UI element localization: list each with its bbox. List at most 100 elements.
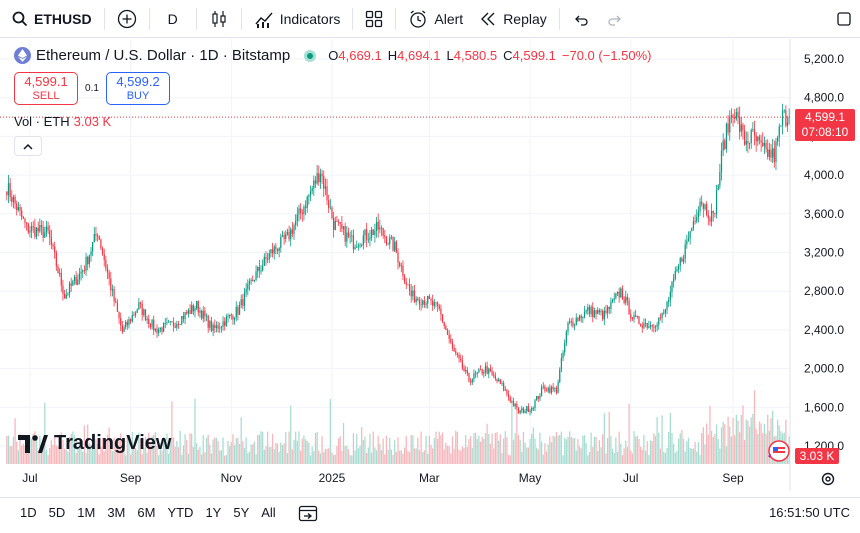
- candle-body: [243, 292, 246, 306]
- goto-date-button[interactable]: [298, 504, 318, 522]
- volume-bar: [329, 399, 331, 464]
- volume-bar: [740, 415, 742, 464]
- price-tick-label: 5,200.0: [804, 52, 844, 66]
- volume-bar: [701, 433, 703, 464]
- undo-button[interactable]: [564, 0, 598, 38]
- alert-button[interactable]: Alert: [400, 0, 471, 38]
- volume-bar: [356, 433, 358, 464]
- undo-icon: [574, 15, 588, 26]
- utc-clock[interactable]: 16:51:50 UTC: [769, 505, 850, 520]
- volume-bar: [237, 437, 239, 464]
- range-button-1d[interactable]: 1D: [20, 505, 37, 520]
- volume-bar: [600, 447, 602, 464]
- volume-bar: [240, 417, 242, 464]
- candle-body: [408, 284, 411, 291]
- volume-bar: [169, 439, 171, 464]
- candle-body: [441, 314, 444, 322]
- buy-button[interactable]: 4,599.2 BUY: [106, 72, 170, 105]
- candle-body: [276, 249, 279, 251]
- range-button-all[interactable]: All: [261, 505, 276, 520]
- candle-body: [380, 227, 383, 229]
- candle-body: [364, 229, 366, 236]
- candle-body: [93, 234, 95, 243]
- candle-body: [141, 303, 143, 315]
- volume-bar: [496, 432, 498, 464]
- compare-symbol-button[interactable]: [109, 0, 145, 38]
- volume-bar: [550, 442, 553, 464]
- candle-body: [668, 300, 670, 303]
- volume-legend[interactable]: Vol · ETH 3.03 K: [14, 114, 111, 129]
- candle-body: [451, 342, 454, 348]
- range-button-5d[interactable]: 5D: [48, 505, 66, 520]
- candle-body: [304, 206, 307, 208]
- candle-body: [260, 270, 262, 272]
- candle-body: [22, 217, 24, 219]
- candle-body: [527, 406, 530, 412]
- candle-body: [337, 221, 340, 223]
- candle-body: [613, 298, 615, 300]
- candle-body: [557, 382, 559, 393]
- candle-body: [534, 400, 536, 408]
- range-button-6m[interactable]: 6M: [137, 505, 156, 520]
- volume-bar: [658, 432, 660, 464]
- range-button-1y[interactable]: 1Y: [205, 505, 222, 520]
- interval-button[interactable]: D: [154, 0, 192, 38]
- candle-body: [463, 368, 465, 372]
- symbol-search-button[interactable]: ETHUSD: [0, 0, 100, 38]
- candle-body: [346, 232, 348, 242]
- collapse-legend-button[interactable]: [14, 136, 42, 156]
- watermark-text: TradingView: [54, 432, 172, 454]
- chart-area[interactable]: 1,200.0 1,600.0 2,000.0 2,400.0 2,800.0 3,200…: [0, 39, 860, 491]
- bottom-toolbar: 1D 5D 1M 3M 6M YTD 1Y 5Y All 16:51:50 UTC: [0, 497, 860, 527]
- candle-body: [403, 276, 406, 283]
- range-button-1m[interactable]: 1M: [77, 505, 96, 520]
- volume-bar: [696, 451, 698, 464]
- range-button-3m[interactable]: 3M: [107, 505, 126, 520]
- volume-bar: [352, 433, 355, 464]
- volume-bar: [704, 444, 706, 464]
- indicators-button[interactable]: Indicators: [246, 0, 349, 38]
- candle-body: [628, 300, 630, 315]
- volume-bar: [273, 449, 275, 464]
- redo-button[interactable]: [598, 0, 632, 38]
- candle-body: [298, 208, 300, 215]
- candle-body: [131, 315, 133, 322]
- volume-bar: [512, 439, 515, 464]
- gear-icon[interactable]: [820, 471, 836, 487]
- range-button-5y[interactable]: 5Y: [233, 505, 250, 520]
- candle-body: [689, 231, 691, 239]
- volume-bar: [60, 432, 62, 464]
- price-chart[interactable]: 1,200.01,600.02,000.02,400.02,800.03,200…: [0, 39, 860, 491]
- volume-bar: [547, 444, 549, 464]
- candle-body: [658, 317, 660, 325]
- volume-bar: [671, 432, 673, 464]
- divider: [240, 7, 242, 30]
- volume-bar: [709, 405, 711, 464]
- volume-bar: [276, 443, 279, 464]
- volume-bar: [146, 452, 148, 464]
- candle-body: [197, 301, 199, 313]
- replay-icon: [481, 12, 495, 25]
- volume-bar: [499, 434, 501, 464]
- candle-body: [331, 207, 333, 218]
- price-tick-label: 2,800.0: [804, 284, 844, 298]
- legend-title[interactable]: Ethereum / U.S. Dollar · 1D · Bitstamp: [36, 47, 291, 64]
- candle-body: [610, 301, 612, 309]
- layouts-button[interactable]: [357, 0, 391, 38]
- volume-bar: [412, 435, 414, 464]
- chart-type-button[interactable]: [201, 0, 237, 38]
- candle-body: [75, 276, 77, 285]
- close-label: C: [503, 48, 513, 63]
- candle-body: [440, 308, 442, 315]
- us-flag-icon[interactable]: [768, 440, 790, 462]
- volume-bar: [304, 439, 307, 464]
- tradingview-logo-icon: [18, 434, 48, 453]
- volume-bar: [479, 441, 482, 464]
- volume-legend-value: 3.03 K: [73, 114, 112, 129]
- candle-body: [328, 200, 330, 208]
- candle-body: [729, 117, 731, 133]
- sell-button[interactable]: 4,599.1 SELL: [14, 72, 78, 105]
- range-button-ytd[interactable]: YTD: [167, 505, 194, 520]
- fullscreen-button[interactable]: [828, 0, 860, 38]
- replay-button[interactable]: Replay: [471, 0, 555, 38]
